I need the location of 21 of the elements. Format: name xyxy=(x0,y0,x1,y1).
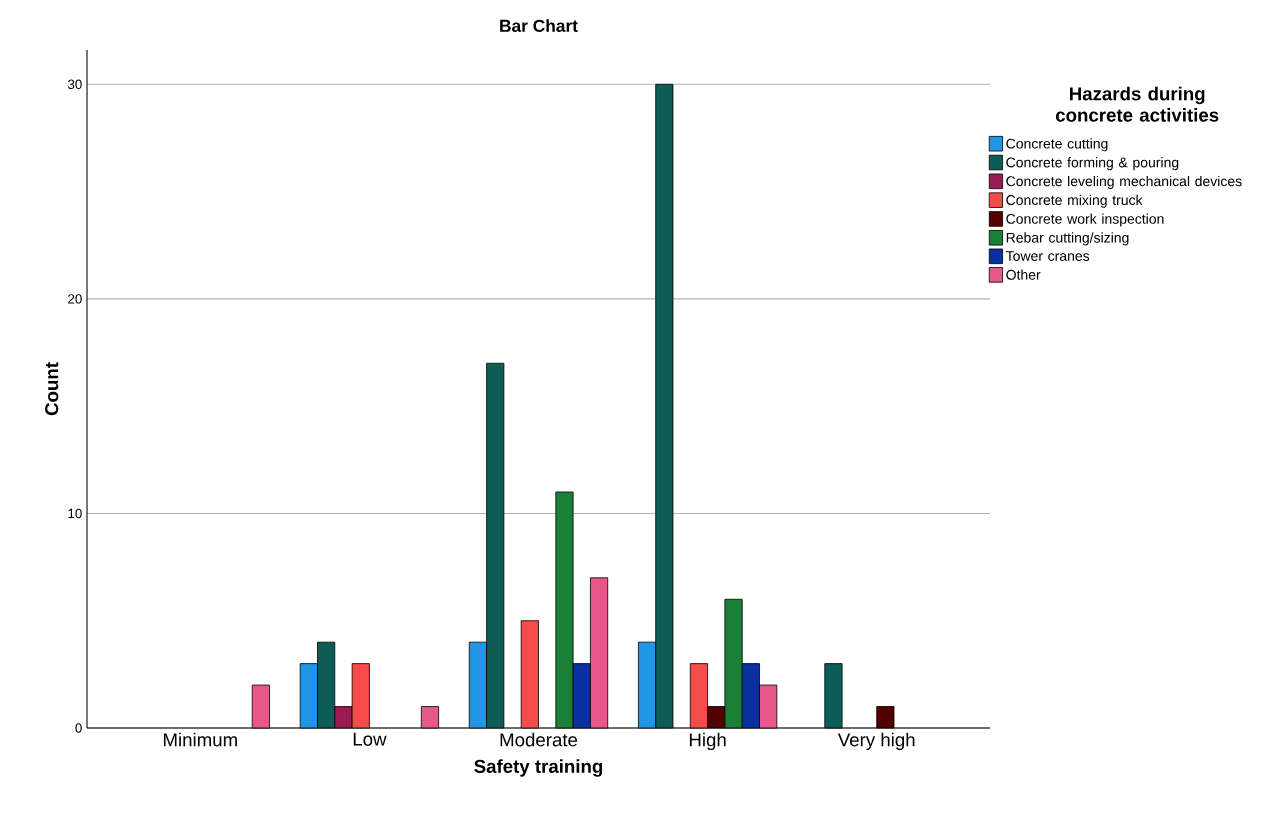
y-tick-label: 20 xyxy=(68,294,82,304)
y-tick-label: 0 xyxy=(75,723,82,733)
legend-label: Concrete forming & pouring xyxy=(1006,157,1179,171)
legend-label: Concrete leveling mechanical devices xyxy=(1006,175,1242,189)
legend-label: Concrete cutting xyxy=(1006,138,1108,152)
legend-label: Concrete mixing truck xyxy=(1006,194,1143,208)
y-tick-label: 10 xyxy=(68,508,82,519)
legend-label: Concrete work inspection xyxy=(1006,213,1164,227)
x-tick-label: Moderate xyxy=(500,732,578,747)
y-axis-title: Count xyxy=(45,362,59,416)
x-tick-label: Low xyxy=(353,732,387,746)
legend-label: Tower cranes xyxy=(1005,251,1090,261)
chart-title: Bar Chart xyxy=(500,19,578,32)
legend-title: Hazards during concrete activities xyxy=(1055,86,1219,122)
x-tick-label: Minimum xyxy=(163,732,237,747)
x-tick-label: High xyxy=(689,732,726,751)
x-axis-title: Safety training xyxy=(474,759,603,777)
legend-label: Other xyxy=(1006,269,1041,280)
legend-label: Rebar cutting/sizing xyxy=(1006,232,1129,246)
x-tick-label: Very high xyxy=(837,732,915,751)
y-tick-label: 30 xyxy=(67,79,82,90)
